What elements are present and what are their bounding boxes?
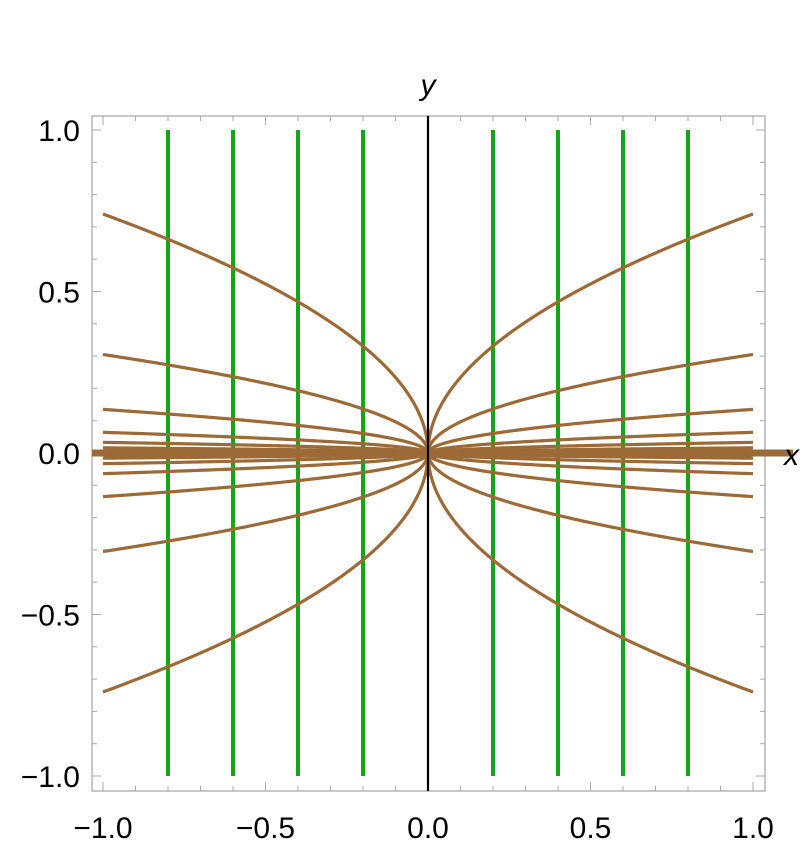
axes [92, 116, 793, 791]
curve [102, 352, 430, 454]
y-tick-label: −1.0 [21, 761, 80, 794]
curve [426, 212, 754, 454]
curve [102, 407, 430, 455]
curve [426, 407, 754, 455]
y-ticks: −1.0 −0.5 0.0 0.5 1.0 [21, 115, 765, 794]
curve [426, 352, 754, 454]
curve [426, 452, 754, 554]
curve [102, 451, 430, 499]
x-tick-label: −1.0 [73, 812, 132, 845]
y-tick-label: 0.5 [38, 277, 80, 310]
curve [426, 451, 754, 499]
y-tick-label: 0.0 [38, 438, 80, 471]
curve [426, 452, 754, 694]
x-tick-label: 1.0 [732, 812, 774, 845]
curve [102, 212, 430, 454]
y-axis-label: y [419, 69, 438, 102]
curve [102, 452, 430, 554]
x-axis-label: x [782, 439, 800, 472]
y-tick-label: −0.5 [21, 600, 80, 633]
x-tick-label: 0.0 [407, 812, 449, 845]
curve [102, 452, 430, 694]
x-tick-label: −0.5 [236, 812, 295, 845]
y-tick-label: 1.0 [38, 115, 80, 148]
x-tick-label: 0.5 [570, 812, 612, 845]
